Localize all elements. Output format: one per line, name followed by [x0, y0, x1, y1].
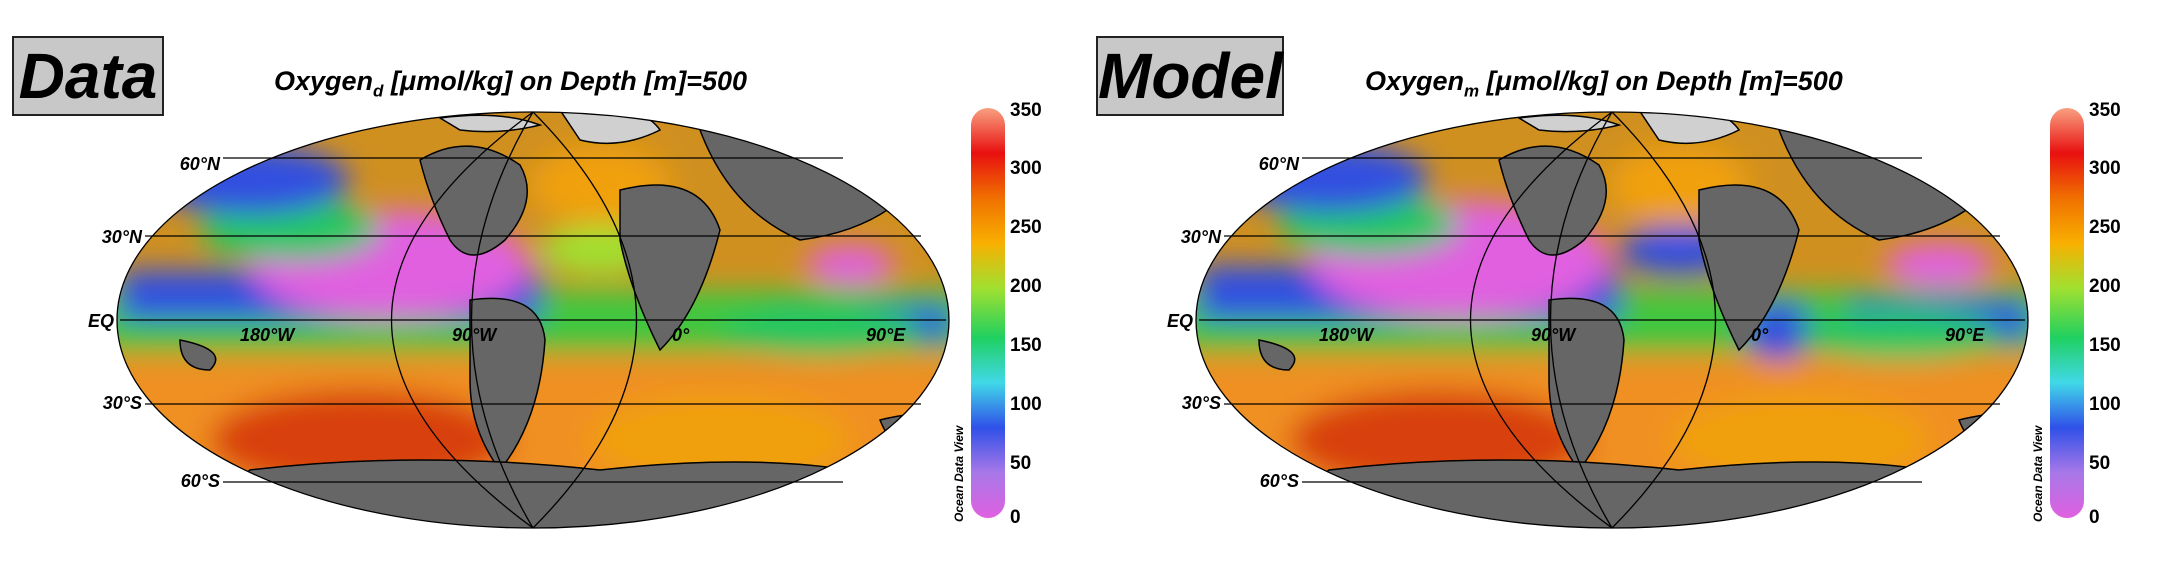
colorbar-tick: 100 — [2089, 394, 2121, 415]
world-map: 60°N 30°N EQ 30°S 60°S 180°W 90°W 0° 90°… — [1167, 111, 2029, 529]
colorbar — [971, 108, 1005, 518]
title-variable: Oxygen — [1365, 66, 1465, 96]
lat-label-30s: 30°S — [103, 393, 142, 413]
lon-label-0: 0° — [672, 325, 690, 345]
colorbar-tick: 200 — [2089, 276, 2121, 297]
colorbar-tick: 50 — [1010, 453, 1032, 474]
lat-label-60n: 60°N — [180, 154, 221, 174]
colorbar-tick: 250 — [2089, 217, 2121, 238]
lat-label-30n: 30°N — [1181, 227, 1222, 247]
colorbar-tick: 200 — [1010, 276, 1042, 297]
panel-label: Data — [12, 36, 164, 116]
title-variable: Oxygen — [274, 66, 374, 96]
lon-label-90w: 90°W — [452, 325, 498, 345]
title-rest: [μmol/kg] on Depth [m]=500 — [383, 66, 748, 96]
world-map: 60°N 30°N EQ 30°S 60°S 180°W 90°W 0° 90°… — [88, 111, 950, 529]
colorbar-tick: 150 — [1010, 335, 1042, 356]
colorbar-credit: Ocean Data View — [2031, 425, 2045, 522]
lat-label-eq: EQ — [88, 311, 114, 331]
lon-label-180w: 180°W — [1319, 325, 1375, 345]
colorbar-tick: 300 — [2089, 158, 2121, 179]
lat-label-60s: 60°S — [1260, 471, 1299, 491]
colorbar-tick: 350 — [2089, 100, 2121, 121]
colorbar — [2050, 108, 2084, 518]
colorbar-tick: 0 — [2089, 507, 2100, 528]
model-panel: Model Oxygenm [μmol/kg] on Depth [m]=500 — [1079, 0, 2157, 564]
title-rest: [μmol/kg] on Depth [m]=500 — [1479, 66, 1843, 96]
colorbar-tick: 150 — [2089, 335, 2121, 356]
panel-title: Oxygenm [μmol/kg] on Depth [m]=500 — [1365, 66, 1843, 101]
lat-label-60s: 60°S — [181, 471, 220, 491]
panel-title: Oxygend [μmol/kg] on Depth [m]=500 — [274, 66, 747, 101]
lat-label-30n: 30°N — [102, 227, 143, 247]
lat-label-eq: EQ — [1167, 311, 1193, 331]
colorbar-tick: 300 — [1010, 158, 1042, 179]
colorbar-tick: 50 — [2089, 453, 2111, 474]
colorbar-tick: 0 — [1010, 507, 1021, 528]
colorbar-tick: 350 — [1010, 100, 1042, 121]
lon-label-90e: 90°E — [866, 325, 906, 345]
lon-label-0: 0° — [1751, 325, 1769, 345]
colorbar-tick: 100 — [1010, 394, 1042, 415]
colorbar-credit: Ocean Data View — [952, 425, 966, 522]
title-subscript: d — [373, 81, 384, 101]
panel-label: Model — [1096, 36, 1284, 116]
title-subscript: m — [1464, 81, 1480, 101]
data-panel: Data Oxygend [μmol/kg] on Depth [m]=500 — [0, 0, 1078, 564]
colorbar-tick: 250 — [1010, 217, 1042, 238]
lat-label-30s: 30°S — [1182, 393, 1221, 413]
lat-label-60n: 60°N — [1259, 154, 1300, 174]
lon-label-180w: 180°W — [240, 325, 296, 345]
lon-label-90w: 90°W — [1531, 325, 1577, 345]
lon-label-90e: 90°E — [1945, 325, 1985, 345]
